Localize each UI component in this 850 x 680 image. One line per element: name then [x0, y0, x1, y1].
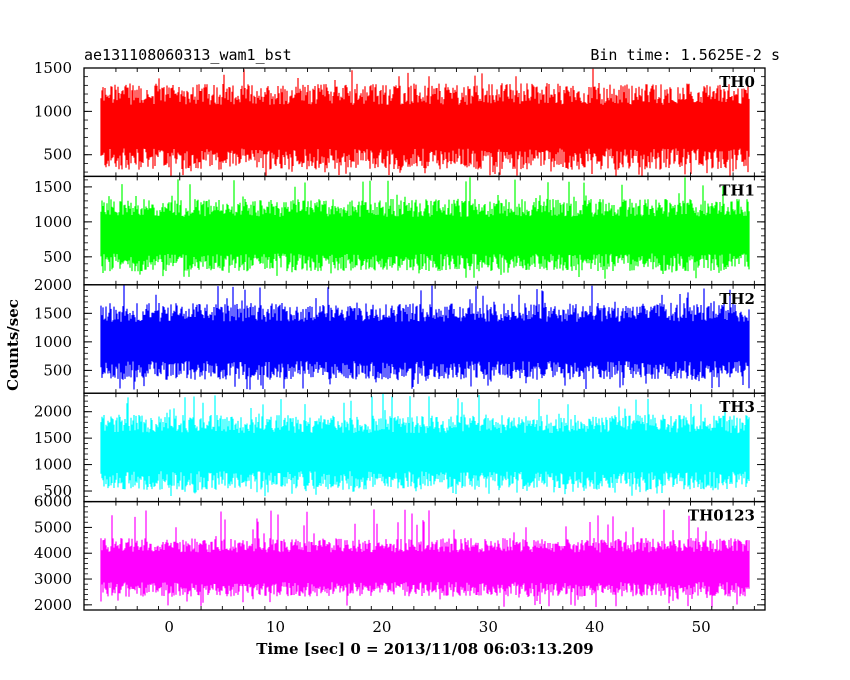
y-tick-label: 6000 — [34, 493, 72, 511]
x-tick-label: 40 — [585, 618, 604, 636]
panel-label-th2: TH2 — [719, 290, 755, 308]
series-th0123-line — [100, 509, 750, 608]
bin-time-label: Bin time: 1.5625E-2 s — [590, 46, 780, 64]
chart-title: ae131108060313_wam1_bst — [84, 46, 292, 64]
x-tick-label: 30 — [479, 618, 498, 636]
panel-th1: 500 1000 1500 TH1 — [34, 175, 766, 286]
series-th1-line — [100, 177, 750, 279]
panel-th3: 500 1000 1500 2000 TH3 — [34, 392, 766, 503]
panel-label-th0: TH0 — [719, 73, 755, 91]
y-tick-label: 1500 — [34, 178, 72, 196]
y-tick-label: 500 — [43, 248, 72, 266]
series-th0-line — [100, 68, 750, 177]
panel-label-th3: TH3 — [719, 398, 755, 416]
panel-frame — [83, 500, 766, 611]
y-tick-label: 2000 — [34, 596, 72, 614]
x-tick-label: 0 — [164, 618, 174, 636]
y-tick-label: 500 — [43, 482, 72, 500]
panel-th0123: 2000 3000 4000 5000 6000 TH0123 — [34, 493, 766, 614]
series-th2-line — [100, 284, 750, 390]
x-axis-label: Time [sec] 0 = 2013/11/08 06:03:13.209 — [256, 640, 593, 658]
y-tick-label: 2000 — [34, 403, 72, 421]
series-th3-line — [100, 393, 750, 497]
y-tick-label: 1500 — [34, 429, 72, 447]
y-tick-label: 1000 — [34, 456, 72, 474]
x-axis: 0 10 20 30 40 50 — [164, 618, 710, 636]
y-tick-label: 500 — [43, 361, 72, 379]
y-tick-label: 5000 — [34, 518, 72, 536]
y-tick-label: 1000 — [34, 333, 72, 351]
x-tick-label: 10 — [266, 618, 285, 636]
y-tick-label: 500 — [43, 146, 72, 164]
y-tick-label: 1500 — [34, 59, 72, 77]
x-tick-label: 20 — [372, 618, 391, 636]
y-tick-label: 1500 — [34, 304, 72, 322]
panel-label-th0123: TH0123 — [688, 507, 755, 525]
panels-group: 500 1000 1500 TH0 500 1000 1500 TH1 500 1000 1500 2… — [34, 59, 766, 614]
panel-th2: 500 1000 1500 2000 TH2 — [34, 276, 766, 394]
y-tick-label: 1000 — [34, 102, 72, 120]
panel-th0: 500 1000 1500 TH0 — [34, 59, 766, 178]
y-tick-label: 4000 — [34, 544, 72, 562]
y-tick-label: 3000 — [34, 570, 72, 588]
y-tick-label: 1000 — [34, 213, 72, 231]
y-axis-label: Counts/sec — [4, 299, 22, 391]
x-tick-label: 50 — [692, 618, 711, 636]
y-tick-label: 2000 — [34, 276, 72, 294]
panel-label-th1: TH1 — [719, 181, 755, 199]
